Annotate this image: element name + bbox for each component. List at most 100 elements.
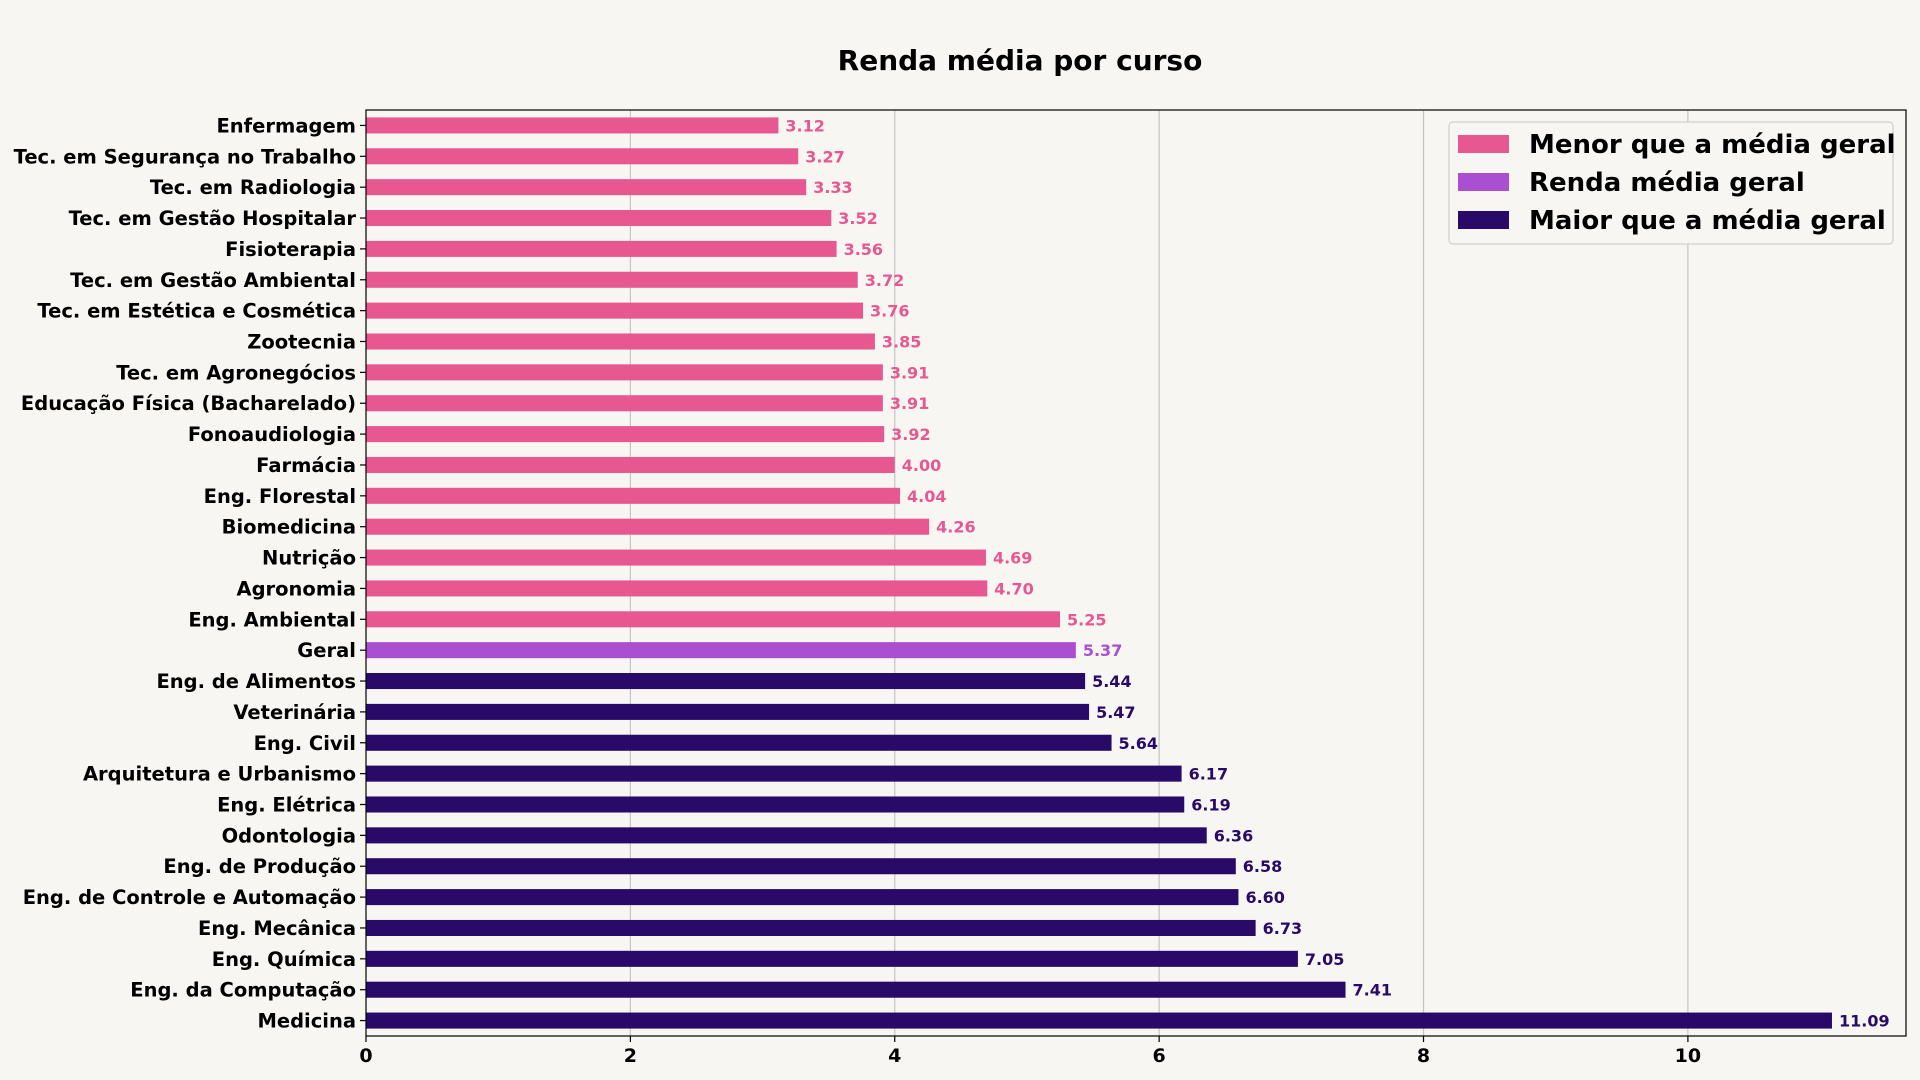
category-label: Eng. de Controle e Automação — [23, 886, 356, 909]
bar — [366, 950, 1298, 967]
category-label: Tec. em Segurança no Trabalho — [14, 145, 356, 168]
legend-swatch — [1458, 173, 1509, 191]
category-label: Nutrição — [262, 547, 356, 570]
x-tick-label: 2 — [624, 1045, 637, 1067]
x-axis: 0 2 4 6 8 10 — [359, 1036, 1701, 1067]
bar — [366, 364, 883, 381]
value-label: 3.12 — [785, 116, 824, 135]
gridlines — [629, 110, 1689, 1036]
value-label: 6.36 — [1214, 826, 1253, 845]
value-label: 3.85 — [882, 333, 921, 352]
value-label: 4.69 — [993, 549, 1032, 568]
bar — [366, 858, 1236, 875]
bar — [366, 333, 875, 350]
bars — [366, 117, 1832, 1029]
bar — [366, 611, 1060, 628]
bar — [366, 889, 1239, 906]
bar — [366, 426, 885, 443]
legend-swatch — [1458, 211, 1509, 229]
bar — [366, 518, 930, 535]
category-label: Eng. de Produção — [163, 855, 356, 878]
x-tick-label: 10 — [1675, 1045, 1701, 1067]
category-label: Eng. Ambiental — [188, 608, 356, 631]
category-label: Eng. da Computação — [130, 979, 356, 1002]
bar — [366, 734, 1112, 751]
bar — [366, 179, 807, 196]
category-label: Eng. Civil — [254, 732, 356, 755]
bar — [366, 271, 858, 288]
category-label: Medicina — [257, 1010, 356, 1033]
category-label: Fonoaudiologia — [188, 423, 356, 446]
category-label: Tec. em Estética e Cosmética — [37, 300, 356, 323]
bar — [366, 117, 779, 134]
value-label: 5.47 — [1096, 703, 1135, 722]
value-label: 6.17 — [1189, 765, 1228, 784]
value-labels: 3.12 3.27 3.33 3.52 3.56 3.72 3.76 3.85 3.91 3.91… — [785, 116, 1889, 1030]
category-label: Biomedicina — [222, 516, 356, 539]
value-label: 3.92 — [891, 425, 930, 444]
category-label: Enfermagem — [216, 114, 356, 137]
legend-label: Menor que a média geral — [1529, 130, 1896, 160]
value-label: 4.26 — [936, 518, 975, 537]
plot-frame — [365, 109, 1907, 1037]
category-label: Eng. Florestal — [204, 485, 356, 508]
category-label: Veterinária — [233, 701, 356, 724]
legend: Menor que a média geral Renda média geral… — [1448, 121, 1896, 245]
legend-label: Renda média geral — [1529, 168, 1805, 198]
value-label: 3.91 — [890, 363, 929, 382]
category-label: Tec. em Gestão Hospitalar — [69, 207, 357, 230]
bar — [366, 703, 1090, 720]
category-label: Eng. Mecânica — [198, 917, 356, 940]
value-label: 3.91 — [890, 394, 929, 413]
category-label: Tec. em Agronegócios — [116, 361, 356, 384]
bar — [366, 827, 1207, 844]
bar — [366, 673, 1086, 690]
bar — [366, 642, 1076, 659]
x-tick-label: 4 — [888, 1045, 901, 1067]
x-tick-label: 8 — [1417, 1045, 1430, 1067]
value-label: 3.72 — [865, 271, 904, 290]
bar — [366, 549, 986, 566]
value-label: 3.33 — [813, 178, 852, 197]
value-label: 3.56 — [844, 240, 883, 259]
value-label: 5.37 — [1083, 641, 1122, 660]
bar — [366, 240, 837, 257]
value-label: 7.05 — [1305, 950, 1344, 969]
category-label: Farmácia — [256, 454, 356, 477]
category-label: Arquitetura e Urbanismo — [83, 763, 356, 786]
value-label: 11.09 — [1839, 1012, 1890, 1031]
value-label: 3.52 — [838, 209, 877, 228]
category-label: Eng. Elétrica — [217, 794, 356, 817]
bar — [366, 456, 895, 473]
bar — [366, 796, 1185, 813]
category-label: Fisioterapia — [225, 238, 356, 261]
legend-box — [1448, 121, 1894, 245]
value-label: 5.64 — [1119, 734, 1158, 753]
value-label: 4.70 — [994, 579, 1033, 598]
bar — [366, 395, 883, 412]
bar — [366, 210, 832, 227]
x-tick-label: 0 — [359, 1045, 372, 1067]
bar — [366, 981, 1346, 998]
x-tick-label: 6 — [1153, 1045, 1166, 1067]
category-label: Eng. Química — [212, 948, 356, 971]
value-label: 7.41 — [1353, 981, 1392, 1000]
category-label: Odontologia — [222, 824, 356, 847]
chart-title: Renda média por curso — [838, 44, 1203, 77]
legend-swatch — [1458, 135, 1509, 153]
category-label: Tec. em Radiologia — [150, 176, 356, 199]
category-label: Eng. de Alimentos — [156, 670, 356, 693]
bar — [366, 919, 1256, 936]
category-labels: Enfermagem Tec. em Segurança no Trabalho T… — [14, 114, 366, 1033]
value-label: 4.00 — [902, 456, 941, 475]
value-label: 5.44 — [1092, 672, 1131, 691]
legend-label: Maior que a média geral — [1529, 206, 1886, 236]
value-label: 5.25 — [1067, 610, 1106, 629]
bar — [366, 1012, 1832, 1029]
value-label: 3.76 — [870, 302, 909, 321]
value-label: 3.27 — [805, 147, 844, 166]
bar — [366, 148, 799, 165]
value-label: 6.19 — [1191, 796, 1230, 815]
value-label: 4.04 — [907, 487, 946, 506]
